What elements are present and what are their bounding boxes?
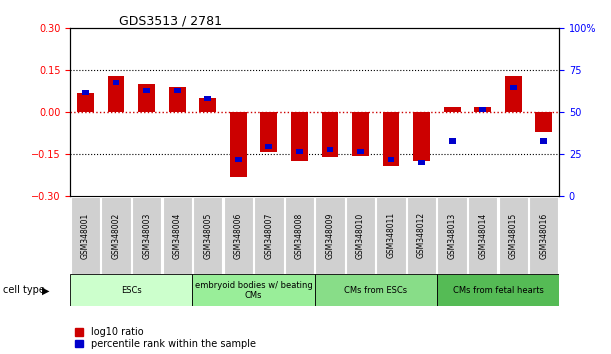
Text: GSM348002: GSM348002 (112, 212, 120, 258)
Bar (138, 84, 155, 113)
Text: GSM348003: GSM348003 (142, 212, 151, 259)
Bar (291, 113, 308, 161)
Bar (192, 274, 315, 306)
Text: ▶: ▶ (42, 285, 49, 295)
Text: GSM348013: GSM348013 (448, 212, 456, 258)
Bar (413, 113, 430, 161)
Text: GSM348009: GSM348009 (326, 212, 334, 259)
Bar (174, 88, 181, 93)
Text: GSM348011: GSM348011 (387, 212, 395, 258)
Text: GSM348015: GSM348015 (509, 212, 518, 258)
Text: GSM348004: GSM348004 (173, 212, 181, 259)
Bar (474, 107, 491, 113)
Bar (230, 113, 247, 177)
Bar (346, 197, 375, 274)
Bar (535, 113, 552, 132)
Bar (468, 197, 497, 274)
Bar (163, 197, 192, 274)
Bar (77, 93, 94, 113)
Bar (193, 197, 222, 274)
Bar (449, 138, 456, 143)
Bar (144, 88, 150, 93)
Legend: log10 ratio, percentile rank within the sample: log10 ratio, percentile rank within the … (75, 327, 255, 349)
Bar (260, 113, 277, 152)
Bar (315, 274, 437, 306)
Bar (529, 197, 558, 274)
Bar (407, 197, 436, 274)
Bar (376, 197, 406, 274)
Text: GSM348010: GSM348010 (356, 212, 365, 258)
Text: GDS3513 / 2781: GDS3513 / 2781 (119, 14, 222, 27)
Text: cell type: cell type (3, 285, 45, 295)
Text: GSM348014: GSM348014 (478, 212, 487, 258)
Text: GSM348006: GSM348006 (234, 212, 243, 259)
Bar (169, 87, 186, 113)
Bar (71, 197, 100, 274)
Bar (266, 143, 273, 149)
Bar (437, 197, 467, 274)
Bar (296, 149, 303, 154)
Bar (510, 85, 517, 90)
Bar (101, 197, 131, 274)
Bar (419, 160, 425, 165)
Bar (254, 197, 284, 274)
Bar (285, 197, 314, 274)
Bar (204, 96, 211, 102)
Text: GSM348005: GSM348005 (203, 212, 212, 259)
Bar (321, 113, 338, 157)
Bar (327, 147, 334, 152)
Text: GSM348012: GSM348012 (417, 212, 426, 258)
Bar (505, 76, 522, 113)
Bar (499, 197, 528, 274)
Text: CMs from fetal hearts: CMs from fetal hearts (453, 286, 543, 295)
Bar (541, 138, 547, 143)
Text: GSM348008: GSM348008 (295, 212, 304, 258)
Bar (70, 274, 192, 306)
Bar (444, 107, 461, 113)
Bar (437, 274, 559, 306)
Bar (357, 149, 364, 154)
Bar (108, 76, 125, 113)
Bar (480, 107, 486, 112)
Text: GSM348016: GSM348016 (540, 212, 548, 258)
Text: CMs from ESCs: CMs from ESCs (344, 286, 408, 295)
Bar (224, 197, 253, 274)
Text: embryoid bodies w/ beating
CMs: embryoid bodies w/ beating CMs (195, 281, 312, 300)
Bar (199, 98, 216, 113)
Bar (132, 197, 161, 274)
Bar (382, 113, 400, 166)
Bar (82, 90, 89, 95)
Text: GSM348001: GSM348001 (81, 212, 90, 258)
Text: GSM348007: GSM348007 (265, 212, 273, 259)
Bar (315, 197, 345, 274)
Bar (235, 157, 242, 162)
Bar (388, 157, 395, 162)
Bar (352, 113, 369, 156)
Bar (113, 80, 120, 85)
Text: ESCs: ESCs (121, 286, 142, 295)
